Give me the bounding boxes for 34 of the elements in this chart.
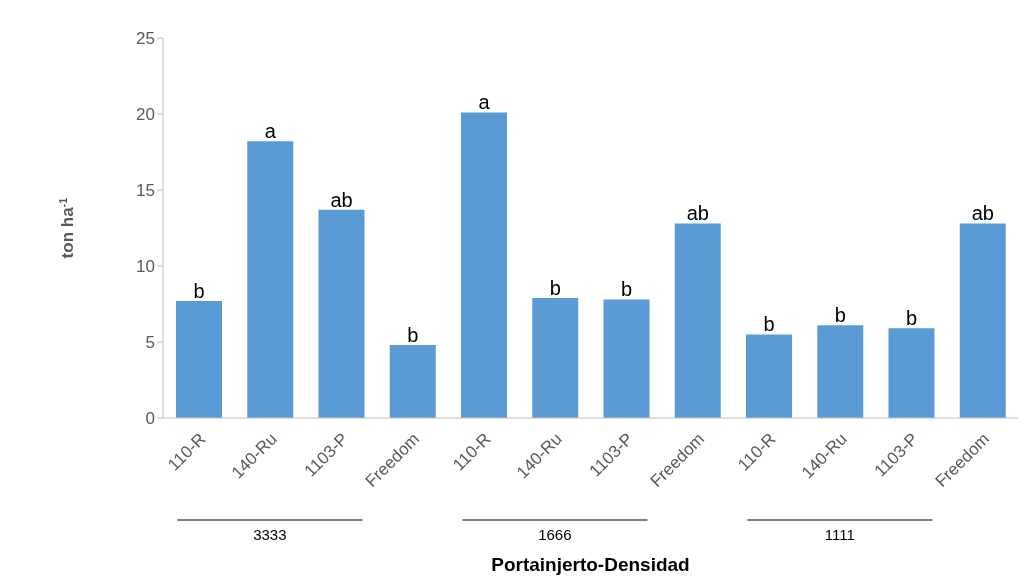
bar [318, 209, 365, 418]
bar [247, 141, 294, 418]
data-label: a [264, 120, 277, 143]
bar [176, 300, 222, 418]
y-tick-label: 10 [136, 257, 155, 277]
x-axis-title: Portainjerto-Densidad [491, 554, 690, 575]
bar [532, 297, 579, 418]
data-label: ab [330, 188, 353, 211]
data-label: a [478, 91, 491, 114]
bar [746, 334, 792, 418]
data-label: b [407, 324, 419, 347]
y-tick-label: 15 [136, 181, 155, 201]
data-label: ab [686, 202, 709, 225]
bar [888, 328, 935, 418]
bar [674, 223, 721, 418]
data-label: b [905, 307, 918, 330]
data-label: ab [971, 202, 994, 225]
y-tick-label: 0 [145, 409, 155, 429]
bar [959, 223, 1006, 418]
data-label: b [620, 278, 633, 301]
data-label: b [763, 313, 775, 336]
bar [817, 325, 864, 418]
bar [461, 112, 507, 418]
data-label: b [549, 276, 561, 299]
text: 1111 [824, 526, 855, 543]
y-tick-label: 20 [136, 105, 155, 125]
bar [389, 345, 436, 418]
bar [603, 299, 650, 418]
text: 1666 [538, 526, 572, 543]
text: 3333 [253, 526, 287, 543]
data-label: b [834, 304, 846, 327]
y-tick-label: 25 [136, 29, 155, 49]
y-tick-label: 5 [145, 333, 155, 353]
data-label: b [193, 279, 205, 302]
